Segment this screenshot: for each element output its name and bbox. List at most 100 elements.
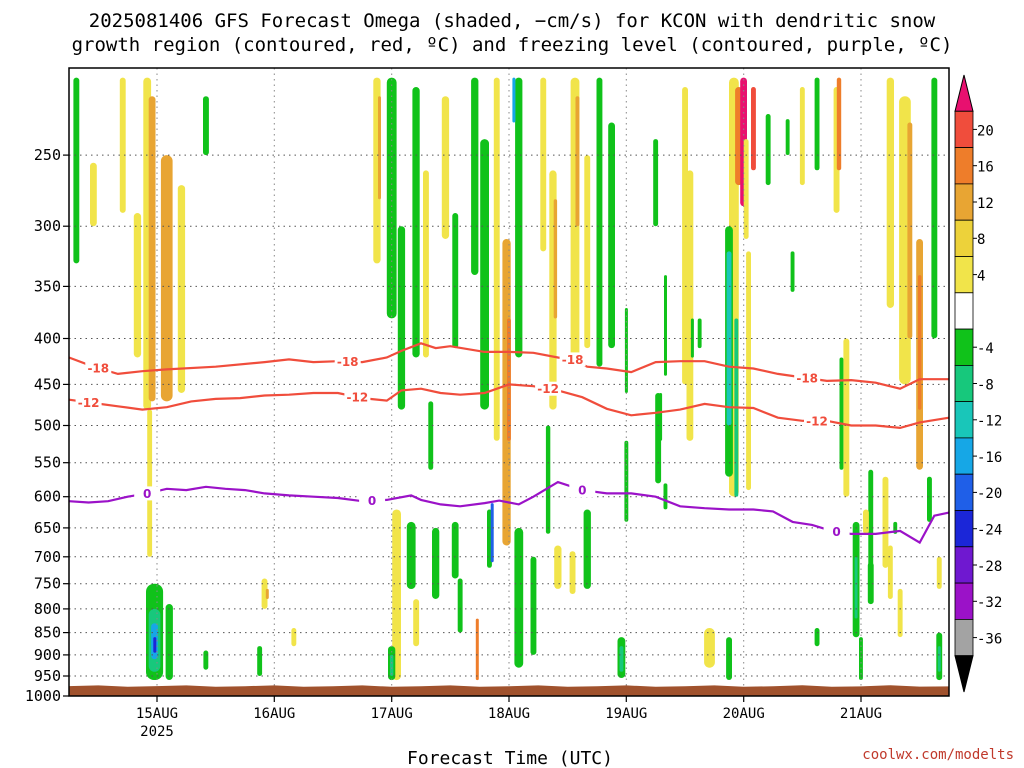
omega-shade-94 bbox=[839, 357, 844, 470]
omega-shade-89 bbox=[690, 318, 694, 358]
omega-shade-35 bbox=[457, 578, 463, 633]
omega-shade-97 bbox=[868, 469, 874, 568]
y-tick-label-350: 350 bbox=[34, 277, 61, 295]
omega-shade-47 bbox=[514, 527, 524, 668]
x-tick-label-15AUG: 15AUG bbox=[136, 706, 178, 722]
omega-shade-71 bbox=[686, 170, 694, 441]
omega-shade-49 bbox=[540, 77, 547, 252]
omega-shade-41 bbox=[507, 318, 511, 441]
x-axis-time: 15AUG 2025 16AUG 17AUG 18AUG 19AUG 20AUG 21AUG bbox=[136, 696, 882, 740]
y-axis-pressure: 250 300 350 400 450 500 550 600 650 700 750 800 850 9… bbox=[25, 146, 69, 705]
x-tick-label-16AUG: 16AUG bbox=[253, 706, 295, 722]
omega-shade-18 bbox=[257, 646, 263, 676]
contour-label--12: -12 bbox=[78, 396, 100, 410]
omega-shade-100 bbox=[859, 637, 863, 680]
omega-shade-19 bbox=[291, 628, 297, 647]
surface-terrain bbox=[69, 685, 949, 696]
omega-shade-27 bbox=[452, 213, 459, 349]
contour-label-bg bbox=[804, 413, 830, 428]
omega-shade-77 bbox=[751, 87, 756, 171]
colorbar-label--12: -12 bbox=[977, 414, 1002, 430]
omega-shade-67 bbox=[664, 275, 667, 376]
omega-shade-54 bbox=[584, 155, 591, 349]
omega-shade-55 bbox=[596, 77, 603, 367]
omega-shade-113 bbox=[927, 476, 932, 522]
omega-shade-58 bbox=[554, 545, 562, 589]
y-tick-label-750: 750 bbox=[34, 575, 61, 593]
omega-shade-64 bbox=[619, 646, 624, 672]
colorbar-bin-10 bbox=[954, 437, 974, 475]
contour-label--18: -18 bbox=[337, 355, 359, 369]
omega-shade-15 bbox=[203, 650, 209, 670]
omega-shade-101 bbox=[882, 476, 889, 568]
colorbar-label-20: 20 bbox=[977, 123, 994, 139]
colorbar-label-16: 16 bbox=[977, 160, 994, 176]
contour-label-bg bbox=[75, 395, 102, 410]
y-tick-label-800: 800 bbox=[34, 600, 61, 618]
omega-shade-96 bbox=[854, 556, 858, 619]
omega-shade-72 bbox=[697, 318, 702, 349]
omega-shade-14 bbox=[165, 604, 173, 680]
contour-lines: -18 -18 -18 -18 -12 -12 -12 -12 0 0 0 0 bbox=[68, 342, 950, 545]
colorbar-label-12: 12 bbox=[977, 196, 994, 212]
contour-label-bg bbox=[823, 524, 850, 539]
y-tick-label-850: 850 bbox=[34, 624, 61, 642]
omega-shade-39 bbox=[493, 77, 500, 441]
contour-line--12 bbox=[68, 383, 950, 430]
contour-label--12: -12 bbox=[537, 382, 559, 396]
colorbar-label--8: -8 bbox=[977, 377, 994, 393]
omega-shade-45 bbox=[490, 503, 494, 563]
contour-label-bg bbox=[569, 483, 596, 498]
omega-shade-73 bbox=[704, 628, 715, 668]
contour-line-0 bbox=[68, 480, 950, 545]
y-tick-label-400: 400 bbox=[34, 330, 61, 348]
omega-shade-65 bbox=[653, 139, 659, 227]
contour-label-bg bbox=[794, 371, 821, 386]
omega-shade-112 bbox=[937, 646, 941, 672]
omega-shade-8 bbox=[203, 96, 209, 156]
omega-shade-78 bbox=[743, 139, 749, 239]
omega-shade-51 bbox=[553, 199, 558, 319]
omega-shade-93 bbox=[843, 338, 850, 497]
colorbar-bin-1 bbox=[954, 110, 974, 149]
omega-shade-22 bbox=[386, 77, 397, 319]
omega-shade-69 bbox=[663, 483, 668, 510]
colorbar-bin-11 bbox=[954, 473, 974, 511]
colorbar-bin-13 bbox=[954, 546, 974, 584]
omega-shade-68 bbox=[659, 393, 663, 441]
colorbar-label-4: 4 bbox=[977, 268, 985, 284]
y-tick-label-1000: 1000 bbox=[25, 687, 61, 705]
y-tick-label-450: 450 bbox=[34, 375, 61, 393]
colorbar-bin-6 bbox=[954, 292, 974, 330]
colorbar-bin-9 bbox=[954, 401, 974, 439]
omega-shade-56 bbox=[608, 122, 615, 349]
y-tick-label-300: 300 bbox=[34, 217, 61, 235]
colorbar-label--24: -24 bbox=[977, 523, 1002, 539]
x-tick-sublabel: 2025 bbox=[140, 724, 174, 740]
omega-shade-88 bbox=[814, 77, 820, 171]
contour-label--18: -18 bbox=[87, 362, 109, 376]
y-tick-label-700: 700 bbox=[34, 548, 61, 566]
y-tick-label-550: 550 bbox=[34, 454, 61, 472]
contour-label-bg bbox=[344, 390, 371, 405]
colorbar-bottom-triangle bbox=[954, 655, 974, 693]
omega-shade-23 bbox=[397, 226, 406, 410]
colorbar-bin-2 bbox=[954, 147, 974, 185]
contour-label-bg bbox=[134, 486, 161, 501]
omega-shade-106 bbox=[907, 122, 913, 339]
omega-shade-29 bbox=[392, 509, 401, 681]
omega-shade-48 bbox=[530, 556, 537, 655]
colorbar-label--32: -32 bbox=[977, 595, 1002, 611]
omega-shade-104 bbox=[886, 77, 894, 308]
x-tick-label-21AUG: 21AUG bbox=[840, 706, 882, 722]
y-tick-label-650: 650 bbox=[34, 519, 61, 537]
omega-shade-43 bbox=[512, 77, 516, 123]
x-tick-label-18AUG: 18AUG bbox=[488, 706, 530, 722]
contour-label-0: 0 bbox=[578, 484, 586, 498]
colorbar-label--16: -16 bbox=[977, 450, 1002, 466]
omega-shade-90 bbox=[814, 628, 820, 647]
y-tick-label-900: 900 bbox=[34, 646, 61, 664]
omega-shade-9 bbox=[147, 409, 153, 557]
contour-label-0: 0 bbox=[143, 487, 151, 501]
